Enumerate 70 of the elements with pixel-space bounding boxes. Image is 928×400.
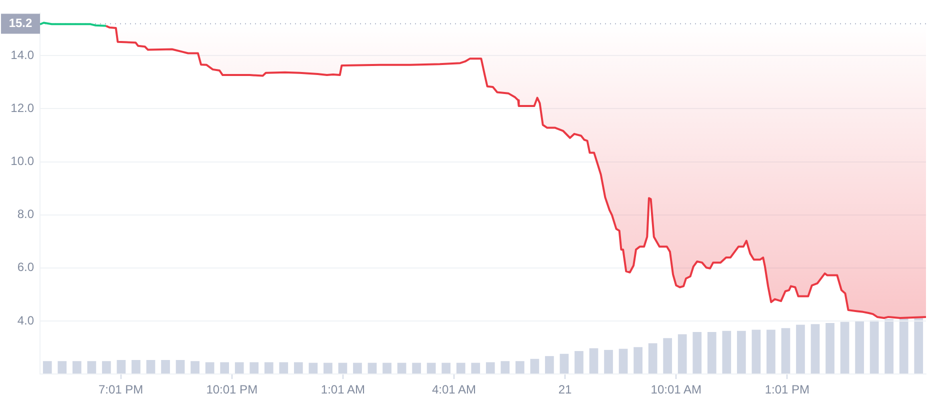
ref-line-label: 15.2: [8, 16, 32, 30]
bar: [914, 318, 924, 374]
bar: [486, 362, 495, 374]
bar: [146, 360, 156, 374]
bar: [368, 362, 377, 374]
bar: [870, 320, 879, 374]
bar: [500, 361, 510, 374]
bar: [678, 334, 687, 374]
y-tick-label: 6.0: [17, 260, 34, 274]
bar: [102, 361, 111, 374]
x-tick-label: 1:01 PM: [764, 382, 810, 397]
bar: [899, 318, 908, 374]
bar: [42, 361, 52, 374]
bar: [826, 323, 834, 374]
bar: [692, 332, 702, 374]
bar: [87, 361, 96, 374]
bar: [530, 358, 540, 374]
bar: [412, 362, 421, 374]
bar: [634, 347, 642, 374]
x-tick-label: 7:01 PM: [98, 382, 144, 397]
bar: [648, 343, 658, 374]
bar: [161, 360, 170, 374]
bar: [515, 361, 524, 374]
bar: [736, 330, 746, 374]
y-tick-label: 8.0: [17, 207, 34, 222]
bar: [205, 362, 214, 374]
bar: [707, 332, 716, 374]
bar: [426, 362, 436, 374]
bar: [456, 362, 466, 374]
bar: [796, 324, 805, 374]
bar: [250, 362, 259, 374]
bar: [234, 362, 244, 374]
bar: [294, 362, 303, 374]
bar: [308, 362, 318, 374]
bar: [353, 362, 362, 374]
y-tick-label: 10.0: [10, 154, 34, 168]
bar: [766, 330, 776, 374]
x-tick-label: 4:01 AM: [432, 382, 476, 397]
bar: [279, 362, 288, 374]
bar: [722, 330, 732, 374]
y-tick-label: 14.0: [10, 48, 34, 62]
bar: [176, 360, 185, 374]
bar: [604, 350, 613, 374]
bar: [663, 338, 672, 374]
bar: [190, 361, 200, 374]
bar: [471, 362, 480, 374]
bar: [264, 362, 274, 374]
x-tick-label: 10:01 AM: [650, 382, 702, 397]
y-tick-label: 4.0: [17, 313, 34, 328]
bar: [884, 319, 894, 374]
bar: [589, 348, 598, 374]
bar: [397, 362, 406, 374]
y-tick-label: 12.0: [10, 101, 34, 116]
bar: [618, 348, 628, 374]
x-tick-label: 10:01 PM: [206, 382, 258, 397]
bar: [72, 361, 82, 374]
bar: [840, 322, 850, 374]
x-tick-label: 21: [558, 382, 572, 397]
bar: [752, 330, 761, 374]
bar: [382, 362, 392, 374]
bar: [132, 360, 140, 374]
bar: [442, 362, 451, 374]
x-tick-label: 1:01 AM: [320, 382, 365, 397]
bar: [545, 356, 554, 374]
bar: [810, 324, 820, 374]
bar: [220, 362, 230, 374]
bar: [324, 362, 332, 374]
bar: [58, 361, 67, 374]
bar: [855, 320, 864, 374]
bar: [574, 351, 584, 374]
